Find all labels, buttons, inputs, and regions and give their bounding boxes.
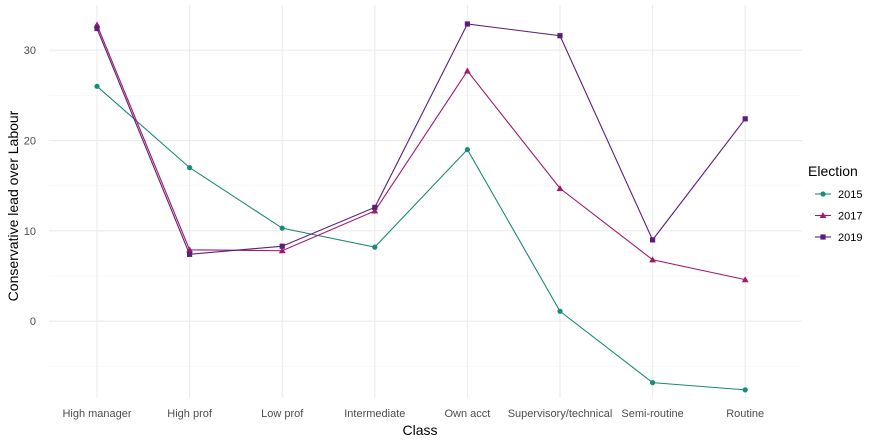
- series-2019: [94, 21, 748, 257]
- data-point-2015: [464, 146, 470, 153]
- series-line-2015: [96, 85, 746, 391]
- legend-item-2019: 2019: [815, 232, 862, 244]
- legend-key-marker: [820, 191, 826, 197]
- x-tick-label: High manager: [62, 408, 131, 420]
- data-point-2019: [650, 237, 656, 243]
- x-tick-label: Own acct: [444, 408, 490, 420]
- legend-label: 2015: [838, 189, 862, 201]
- data-point-2017: [556, 185, 564, 191]
- data-point-2015: [187, 165, 193, 171]
- data-point-2017: [464, 67, 471, 74]
- x-tick-label: Supervisory/technical: [508, 408, 613, 420]
- legend: Election 2015 2017 2019: [808, 163, 862, 244]
- series-2017: [93, 21, 749, 283]
- x-tick-label: Routine: [726, 408, 764, 420]
- y-axis-title: Conservative lead over Labour: [5, 110, 21, 301]
- data-point-2017: [371, 207, 379, 214]
- data-point-2015: [372, 244, 378, 250]
- series-line-2019: [96, 23, 746, 255]
- x-axis-ticks: High manager High prof Low prof Intermediat…: [62, 408, 764, 420]
- data-point-2015: [742, 387, 748, 393]
- y-tick-label: 10: [24, 226, 36, 238]
- x-tick-label: Intermediate: [344, 408, 405, 420]
- data-point-2019: [279, 243, 285, 249]
- x-tick-label: Low prof: [261, 408, 304, 420]
- data-point-2015: [94, 83, 100, 89]
- legend-item-2017: 2017: [815, 211, 862, 223]
- x-axis-title: Class: [402, 422, 437, 438]
- series-line-2017: [96, 24, 746, 281]
- y-tick-label: 30: [24, 45, 36, 57]
- data-point-2015: [650, 380, 656, 386]
- series-layer: [93, 21, 749, 393]
- legend-key-marker: [820, 234, 826, 240]
- series-2015: [94, 83, 748, 393]
- data-point-2019: [742, 116, 748, 122]
- y-axis-ticks: 0 10 20 30: [24, 45, 36, 328]
- y-tick-label: 0: [30, 316, 36, 328]
- data-point-2017: [278, 247, 286, 254]
- grid: [49, 5, 802, 398]
- data-point-2019: [94, 25, 100, 32]
- legend-label: 2017: [838, 211, 862, 223]
- y-tick-label: 20: [24, 136, 36, 148]
- data-point-2019: [464, 21, 470, 27]
- x-tick-label: High prof: [167, 408, 213, 420]
- legend-title: Election: [808, 163, 858, 179]
- data-point-2015: [279, 225, 285, 231]
- data-point-2019: [372, 204, 378, 210]
- data-point-2019: [557, 33, 563, 39]
- legend-item-2015: 2015: [815, 189, 862, 201]
- data-point-2017: [741, 276, 749, 283]
- x-tick-label: Semi-routine: [621, 408, 683, 420]
- data-point-2017: [649, 256, 656, 263]
- legend-key-marker: [819, 212, 827, 219]
- legend-label: 2019: [838, 232, 862, 244]
- data-point-2015: [557, 308, 563, 314]
- data-point-2019: [187, 251, 193, 257]
